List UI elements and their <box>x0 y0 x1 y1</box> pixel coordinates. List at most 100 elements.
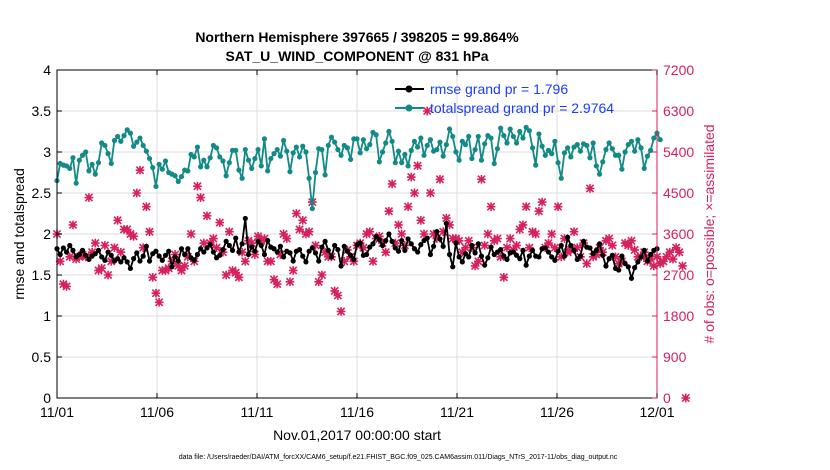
rmse-point <box>348 252 354 258</box>
obs-assimilated-point <box>566 245 576 255</box>
rmse-point <box>641 247 647 253</box>
obs-assimilated-point <box>135 165 145 175</box>
rmse-point <box>628 275 635 281</box>
spread-point <box>86 168 92 174</box>
spread-point <box>121 133 127 139</box>
spread-point <box>383 140 389 146</box>
rmse-point <box>453 240 459 246</box>
spread-point <box>363 146 370 152</box>
obs-assimilated-point <box>65 252 75 262</box>
rmse-point <box>83 252 89 258</box>
rmse-point <box>619 253 625 259</box>
rmse-point <box>577 253 584 259</box>
rmse-point <box>593 247 599 253</box>
rmse-point <box>606 256 612 262</box>
obs-assimilated-point <box>231 268 241 278</box>
rmse-point <box>459 259 465 265</box>
obs-assimilated-point <box>320 247 330 257</box>
obs-assimilated-point <box>592 250 601 259</box>
spread-point <box>108 160 114 167</box>
obs-assimilated-point <box>282 234 292 243</box>
obs-assimilated-point <box>419 229 429 239</box>
rmse-point <box>115 256 121 262</box>
spread-point <box>402 151 408 158</box>
obs-assimilated-point <box>413 161 422 170</box>
chart-title: Northern Hemisphere 397665 / 398205 = 99… <box>195 29 519 45</box>
rmse-point <box>552 257 558 263</box>
spread-point <box>213 145 220 151</box>
rmse-point <box>223 238 229 244</box>
rmse-point <box>156 253 162 259</box>
rmse-point <box>306 248 312 254</box>
rmse-point <box>376 237 382 243</box>
rmse-point <box>472 250 478 256</box>
spread-point <box>325 142 331 149</box>
spread-point <box>638 145 644 151</box>
spread-point <box>201 157 207 163</box>
obs-assimilated-point <box>646 254 655 264</box>
obs-assimilated-point <box>113 216 122 225</box>
obs-assimilated-point <box>556 252 566 262</box>
rmse-point <box>536 254 542 260</box>
spread-point <box>134 139 140 145</box>
x-tick-label: 11/21 <box>440 404 474 420</box>
data-file-footnote: data file: /Users/raeder/DAI/ATM_forcXX/… <box>179 454 618 461</box>
spread-point <box>357 150 363 156</box>
spread-series-line <box>56 124 662 209</box>
rmse-point <box>603 263 609 269</box>
obs-assimilated-point <box>116 247 126 257</box>
rmse-point <box>102 257 108 263</box>
spread-point <box>517 128 523 135</box>
spread-point <box>513 140 520 146</box>
spread-point <box>443 142 449 148</box>
obs-assimilated-point <box>314 277 324 287</box>
rmse-point <box>357 240 363 246</box>
spread-point <box>408 147 414 153</box>
obs-assimilated-point <box>426 188 435 198</box>
rmse-point <box>242 215 248 222</box>
obs-assimilated-point <box>630 245 639 255</box>
obs-assimilated-point <box>250 250 260 259</box>
obs-assimilated-point <box>470 261 480 271</box>
spread-point <box>568 154 574 160</box>
rmse-point <box>191 257 197 263</box>
rmse-point <box>338 263 344 269</box>
spread-point <box>641 165 647 171</box>
rmse-point <box>590 251 596 257</box>
spread-point <box>389 138 395 144</box>
rmse-point <box>220 246 226 253</box>
rmse-point <box>239 241 245 247</box>
spread-point <box>440 153 446 159</box>
spread-point <box>265 168 271 174</box>
obs-assimilated-point <box>678 261 687 271</box>
y-left-tick-label: 3 <box>43 144 51 160</box>
spread-point <box>249 165 255 171</box>
rmse-point <box>265 237 271 244</box>
rmse-point <box>182 251 188 258</box>
spread-point <box>478 157 485 163</box>
spread-point <box>590 140 596 146</box>
spread-point <box>648 147 654 153</box>
rmse-point <box>389 238 395 244</box>
rmse-point <box>319 244 325 250</box>
spread-point <box>529 145 536 151</box>
spread-point <box>657 137 663 143</box>
y-left-tick-label: 1.5 <box>32 267 52 283</box>
spread-point <box>434 146 440 153</box>
rmse-point <box>143 243 149 249</box>
obs-assimilated-point <box>432 234 442 243</box>
obs-assimilated-point <box>483 229 493 239</box>
rmse-point <box>379 242 386 249</box>
y-right-tick-label: 900 <box>663 349 687 365</box>
legend-spread-label: totalspread grand pr = 2.9764 <box>430 100 614 116</box>
obs-assimilated-point <box>199 238 209 248</box>
spread-point <box>437 139 443 145</box>
obs-assimilated-point <box>186 229 196 239</box>
rmse-point <box>427 251 434 258</box>
obs-assimilated-point <box>512 241 521 250</box>
obs-assimilated-point <box>454 236 464 246</box>
spread-point <box>105 151 111 157</box>
obs-assimilated-point <box>317 270 327 280</box>
rmse-point <box>475 241 481 247</box>
